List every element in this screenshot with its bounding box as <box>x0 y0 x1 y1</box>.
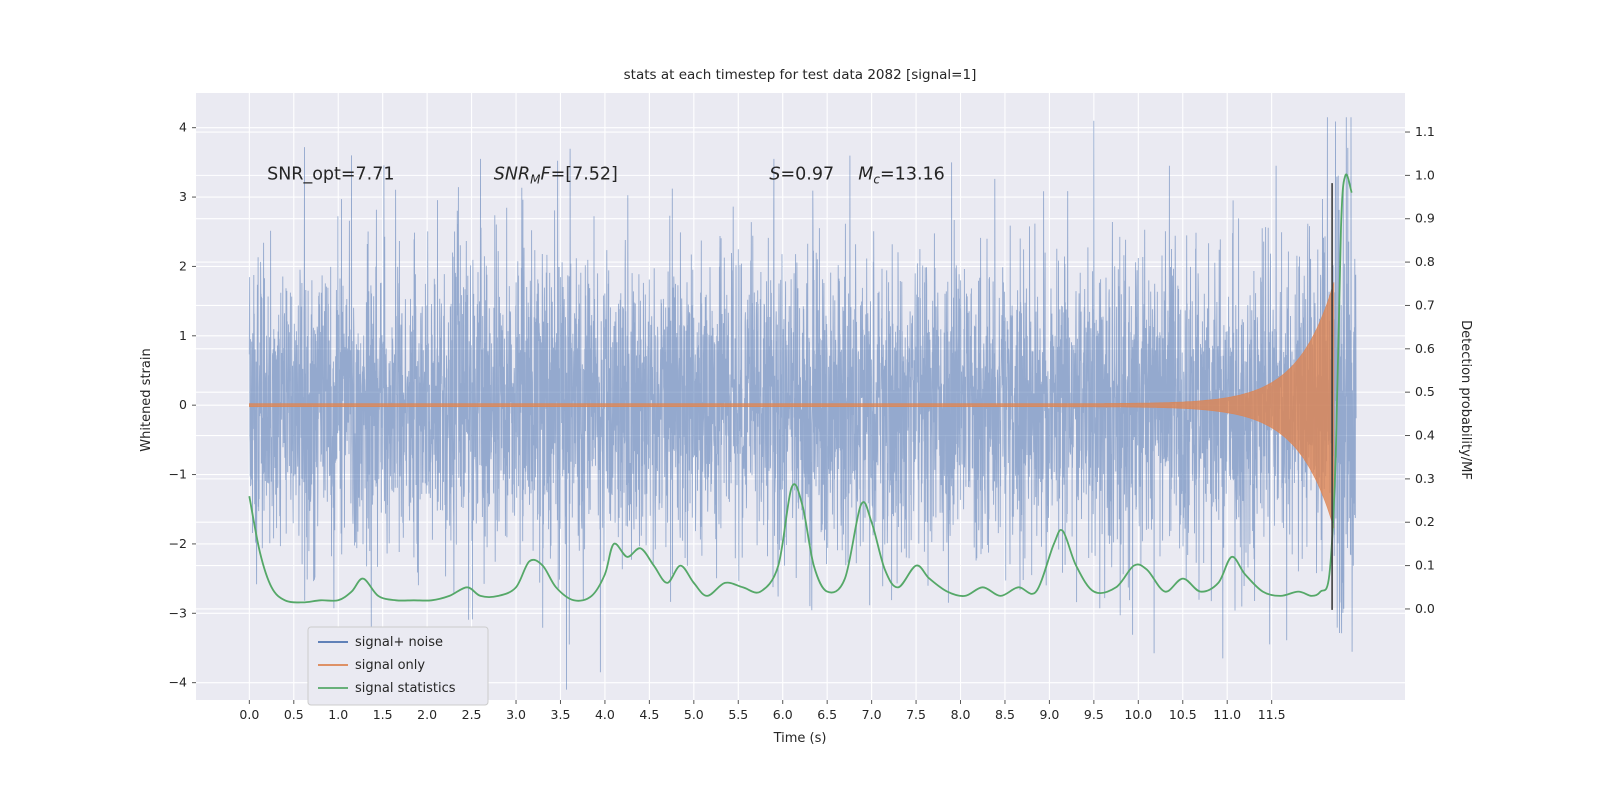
y-right-tick-label: 0.2 <box>1415 514 1435 529</box>
y-left-tick-label: −1 <box>169 467 187 482</box>
x-tick-label: 0.0 <box>239 707 259 722</box>
y-right-tick-label: 0.0 <box>1415 601 1435 616</box>
y-right-tick-label: 0.8 <box>1415 254 1435 269</box>
x-tick-label: 10.0 <box>1124 707 1152 722</box>
legend-label: signal only <box>355 658 425 673</box>
series-layer <box>248 117 1357 690</box>
series-signal-plus-noise <box>248 117 1357 690</box>
y-right-tick-label: 0.4 <box>1415 428 1435 443</box>
legend-label: signal statistics <box>355 681 456 696</box>
x-tick-label: 3.5 <box>551 707 571 722</box>
y-left-tick-label: 4 <box>179 120 187 135</box>
x-tick-label: 8.0 <box>951 707 971 722</box>
x-tick-label: 1.0 <box>328 707 348 722</box>
y-left-tick-label: 3 <box>179 189 187 204</box>
y-left-tick-label: −3 <box>169 605 187 620</box>
y-left-tick-label: −2 <box>169 536 187 551</box>
stat-annotation: SNRMF=[7.52] <box>494 165 618 187</box>
stat-annotation: S=0.97 <box>769 165 834 185</box>
y-left-tick-label: 2 <box>179 258 187 273</box>
legend: signal+ noise signal only signal statistic… <box>307 626 489 706</box>
y-right-tick-label: 0.7 <box>1415 297 1435 312</box>
legend-label: signal+ noise <box>355 635 443 650</box>
y-right-tick-label: 0.6 <box>1415 341 1435 356</box>
y-axis-label-left: Whitened strain <box>139 348 154 451</box>
y-right-tick-label: 1.0 <box>1415 167 1435 182</box>
x-tick-label: 5.0 <box>684 707 704 722</box>
y-left-tick-label: −4 <box>169 675 187 690</box>
x-tick-label: 9.0 <box>1039 707 1059 722</box>
x-tick-label: 5.5 <box>728 707 748 722</box>
axis-ticks: 0.0 0.5 1.0 1.5 2.0 2.5 3.0 3.5 4.0 4.5 5.0 5.5 6.0 6… <box>169 120 1435 722</box>
x-tick-label: 11.0 <box>1213 707 1241 722</box>
x-tick-label: 4.5 <box>639 707 659 722</box>
series-signal-only <box>249 282 1335 529</box>
x-tick-label: 4.0 <box>595 707 615 722</box>
chart-title: stats at each timestep for test data 208… <box>624 67 977 83</box>
x-tick-label: 1.5 <box>373 707 393 722</box>
y-right-tick-label: 0.1 <box>1415 558 1435 573</box>
y-right-tick-label: 1.1 <box>1415 124 1435 139</box>
x-tick-label: 7.0 <box>862 707 882 722</box>
x-tick-label: 3.0 <box>506 707 526 722</box>
x-tick-label: 10.5 <box>1169 707 1197 722</box>
legend-box <box>307 626 489 706</box>
series-signal-statistics <box>248 173 1353 604</box>
y-right-tick-label: 0.5 <box>1415 384 1435 399</box>
x-tick-label: 11.5 <box>1258 707 1286 722</box>
x-tick-label: 6.5 <box>817 707 837 722</box>
y-right-tick-label: 0.9 <box>1415 211 1435 226</box>
y-left-tick-label: 1 <box>179 328 187 343</box>
stat-annotation: SNR_opt=7.71 <box>267 165 394 185</box>
x-tick-label: 9.5 <box>1084 707 1104 722</box>
y-right-tick-label: 0.3 <box>1415 471 1435 486</box>
x-tick-label: 8.5 <box>995 707 1015 722</box>
y-left-tick-label: 0 <box>179 397 187 412</box>
x-tick-label: 6.0 <box>773 707 793 722</box>
x-tick-label: 2.5 <box>462 707 482 722</box>
x-tick-label: 2.0 <box>417 707 437 722</box>
stat-annotation: Mc=13.16 <box>858 165 944 187</box>
x-tick-label: 7.5 <box>906 707 926 722</box>
x-tick-label: 0.5 <box>284 707 304 722</box>
x-axis-label: Time (s) <box>773 731 827 746</box>
annotations: SNR_opt=7.71 SNRMF=[7.52] S=0.97 Mc=13.16 <box>267 165 945 187</box>
y-axis-label-right: Detection probability/MF <box>1458 320 1473 480</box>
